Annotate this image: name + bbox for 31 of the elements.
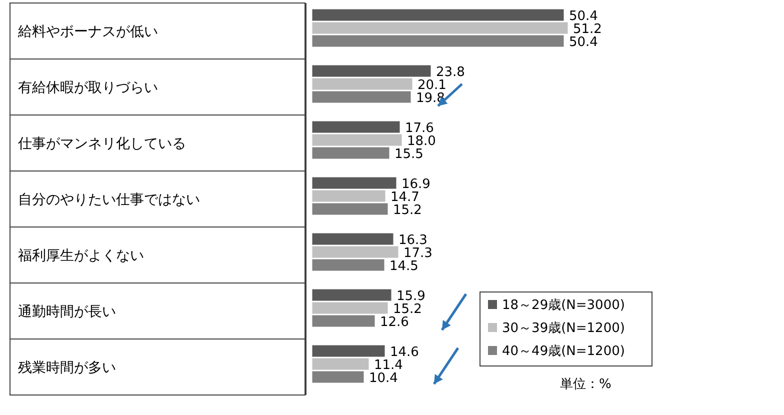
- data-label: 15.9: [396, 289, 426, 304]
- y-tick-label: 有給休暇が取りづらい: [18, 80, 158, 96]
- y-tick-label: 残業時間が多い: [18, 360, 116, 376]
- data-label: 23.8: [436, 65, 465, 80]
- y-tick-label: 仕事がマンネリ化している: [17, 136, 186, 152]
- data-label: 18.0: [407, 134, 436, 149]
- y-tick-label: 自分のやりたい仕事ではない: [18, 192, 200, 208]
- legend-label: 30～39歳(N=1200): [502, 321, 625, 336]
- data-label: 15.5: [394, 147, 424, 162]
- data-label: 12.6: [380, 315, 409, 330]
- data-label: 15.2: [393, 302, 422, 317]
- data-label: 50.4: [569, 9, 598, 24]
- legend-label: 40～49歳(N=1200): [502, 344, 625, 359]
- data-label: 14.5: [390, 259, 418, 274]
- legend-label: 18～29歳(N=3000): [502, 298, 625, 313]
- data-label: 11.4: [374, 358, 403, 373]
- data-label: 51.2: [573, 22, 602, 37]
- data-label: 17.3: [404, 246, 432, 261]
- y-tick-label: 福利厚生がよくない: [18, 248, 144, 264]
- data-label: 15.2: [393, 203, 422, 218]
- y-tick-label: 通勤時間が長い: [18, 304, 116, 320]
- annotation: 単位：%: [560, 377, 612, 392]
- data-label: 50.4: [569, 35, 598, 50]
- data-label: 14.6: [390, 345, 419, 360]
- data-label: 20.1: [418, 78, 446, 93]
- data-label: 16.9: [402, 177, 430, 192]
- data-label: 14.7: [390, 190, 420, 205]
- y-tick-label: 給料やボーナスが低い: [17, 24, 158, 40]
- data-label: 10.4: [369, 371, 398, 386]
- data-label: 17.6: [405, 121, 434, 136]
- data-label: 16.3: [398, 233, 428, 248]
